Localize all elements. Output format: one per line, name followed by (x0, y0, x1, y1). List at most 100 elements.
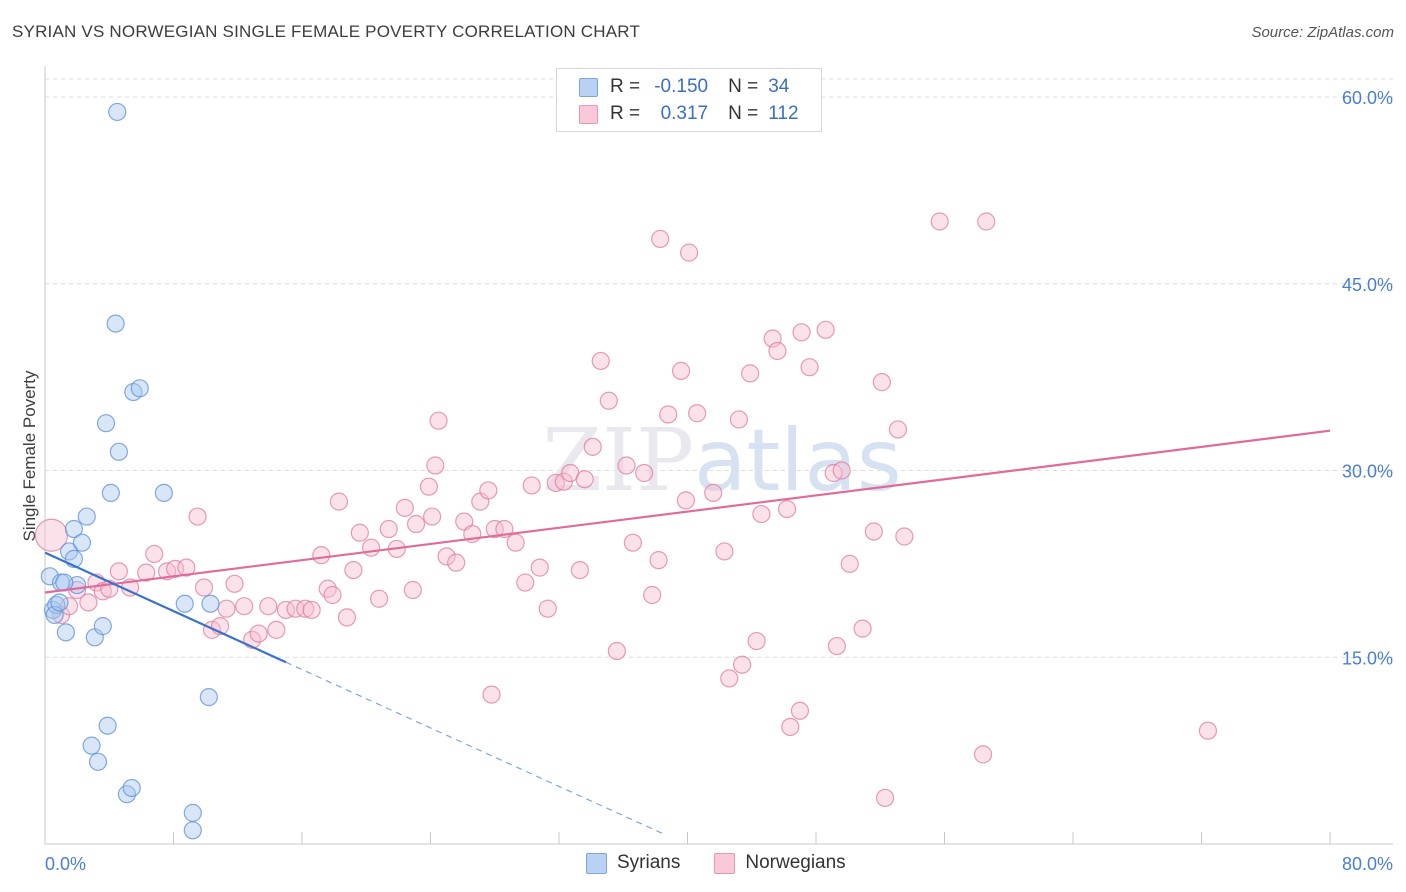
watermark: ZIPatlas (542, 411, 901, 511)
norwegians-point (437, 547, 456, 566)
r-label: R = (610, 76, 641, 97)
norwegians-point (840, 554, 859, 573)
norwegians-point (977, 212, 996, 231)
norwegians-point (235, 597, 254, 616)
norwegians-point (853, 619, 872, 638)
chart-title: SYRIAN VS NORWEGIAN SINGLE FEMALE POVERT… (12, 22, 641, 41)
syrians-point (106, 314, 125, 333)
norwegians-point (516, 573, 535, 592)
norwegians-point (617, 456, 636, 475)
legend-item-syrians[interactable]: Syrians (586, 852, 680, 874)
syrians-point (199, 687, 218, 707)
watermark-zip: ZIP (542, 411, 694, 511)
norwegians-point (482, 685, 501, 704)
syrians-point (50, 593, 69, 612)
y-tick-label-15: 15.0% (1342, 648, 1393, 668)
watermark-atlas: atlas (694, 411, 902, 511)
norwegians-point (530, 558, 549, 577)
watermark-text: ZIPatlas (542, 411, 901, 511)
norwegians-point (479, 481, 498, 500)
norwegians-point (741, 364, 760, 383)
y-tick-label-30: 30.0% (1342, 462, 1393, 482)
norwegians-point (733, 655, 752, 674)
norwegians-point (729, 410, 749, 429)
norwegians-point (649, 551, 668, 570)
tick-labels: 15.0% 30.0% 45.0% 60.0% 0.0% 80.0% (45, 88, 1393, 874)
norwegians-point (329, 492, 349, 511)
stats-legend-row-norwegians: R = 0.317 N = 112 (579, 102, 799, 126)
n-label: N = (728, 103, 759, 124)
norwegians-point (522, 476, 541, 495)
syrians-point (88, 752, 108, 771)
n-value: 112 (768, 103, 799, 124)
y-tick-label-60: 60.0% (1342, 88, 1393, 108)
norwegians-point (643, 585, 662, 605)
norwegians-point (827, 636, 846, 656)
norwegians-point (225, 574, 244, 593)
norwegians-point (276, 600, 296, 620)
norwegians-point (872, 373, 891, 392)
norwegians-point (259, 597, 278, 616)
norwegians-point (591, 351, 610, 371)
syrians-point (77, 507, 96, 526)
norwegians-point (888, 420, 908, 439)
norwegians-point (800, 358, 819, 377)
norwegians-point (651, 229, 670, 249)
syrians-point (96, 414, 116, 433)
norwegians-point (506, 533, 525, 552)
norwegians-point (406, 514, 426, 534)
norwegians-point (109, 562, 128, 581)
syrians-trend-extension (285, 661, 664, 835)
norwegians-point (875, 788, 895, 808)
norwegians-swatch (579, 104, 598, 124)
norwegians-point (286, 599, 305, 618)
norwegians-point (752, 504, 771, 524)
norwegians-point (895, 527, 914, 546)
stats-legend: R = -0.150 N = 34 R = 0.317 N = 112 (556, 68, 822, 132)
syrians-point (130, 379, 149, 398)
norwegians-point (688, 404, 707, 423)
gridlines (45, 78, 1393, 658)
norwegians-point (570, 560, 589, 580)
norwegians-point (832, 461, 851, 480)
norwegians-point (538, 599, 557, 618)
legend-label-syrians: Syrians (617, 852, 681, 873)
norwegians-point (379, 519, 398, 539)
norwegians-point (370, 589, 389, 608)
norwegians-point (777, 499, 797, 519)
syrians-point (175, 594, 194, 613)
norwegians-point (575, 470, 594, 489)
legend-label-norwegians: Norwegians (745, 852, 846, 873)
norwegians-trend-line (44, 429, 1331, 594)
norwegians-point (720, 669, 739, 688)
r-value: 0.317 (660, 103, 709, 124)
norwegians-point (599, 391, 618, 410)
syrians-point (201, 594, 220, 613)
norwegians-point (676, 491, 695, 510)
norwegians-point (312, 546, 331, 565)
norwegians-point (350, 523, 369, 542)
syrians-point (154, 483, 173, 503)
norwegians-point (361, 538, 381, 557)
norwegians-point (79, 593, 98, 612)
norwegians-point (217, 599, 236, 618)
norwegians-point (423, 507, 442, 526)
axes (44, 66, 1393, 845)
norwegians-point (137, 563, 156, 582)
norwegians-point (419, 477, 438, 496)
legend-item-norwegians[interactable]: Norwegians (714, 852, 846, 874)
norwegians-point (715, 542, 734, 561)
norwegians-point (145, 544, 164, 564)
syrians-point (122, 778, 141, 798)
norwegians-point (659, 405, 678, 424)
x-tick-label-min: 0.0% (45, 854, 86, 874)
norwegians-point (267, 620, 286, 639)
norwegians-point (671, 361, 691, 380)
norwegians-point (816, 320, 835, 339)
syrians-point (82, 736, 101, 755)
norwegians-point (188, 507, 207, 526)
stats-legend-row-syrians: R = -0.150 N = 34 (579, 75, 789, 99)
syrians-point (98, 716, 117, 735)
trend-lines (44, 429, 1331, 835)
norwegians-point (429, 411, 448, 430)
